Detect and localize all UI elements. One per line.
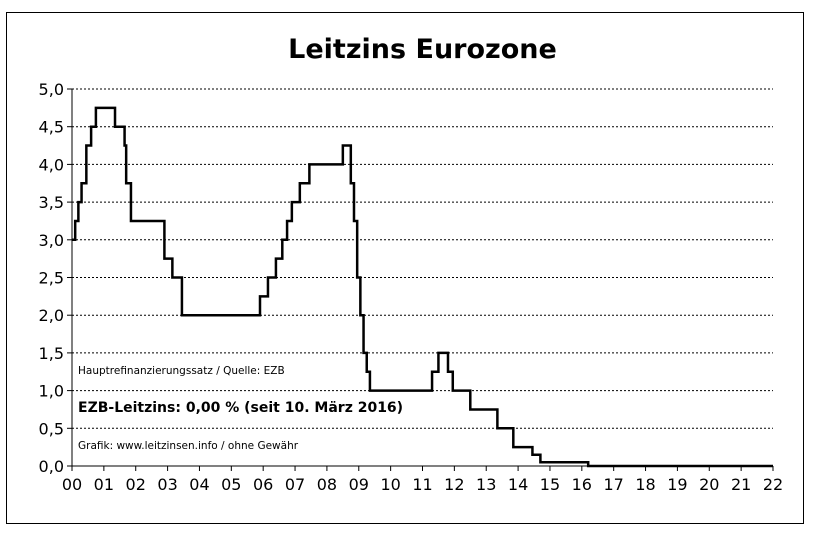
x-tick-label: 08: [317, 475, 337, 494]
x-tick-label: 09: [349, 475, 369, 494]
x-tick-label: 20: [699, 475, 719, 494]
x-tick-label: 22: [763, 475, 783, 494]
y-tick-label: 0,0: [39, 457, 64, 476]
y-tick-label: 2,5: [39, 269, 64, 288]
x-axis-ticks: 00 01 02 03 04 05 06 07 08 09 10 11 12 13 14 15 16 17 18 19…: [62, 475, 783, 494]
x-tick-label: 13: [476, 475, 496, 494]
source-note: Hauptrefinanzierungssatz / Quelle: EZB: [78, 365, 285, 377]
x-tick-label: 14: [508, 475, 528, 494]
y-tick-label: 4,5: [39, 118, 64, 137]
series-line-leitzins: [72, 106, 773, 468]
x-tick-label: 03: [157, 475, 177, 494]
y-tick-label: 2,0: [39, 306, 64, 325]
x-tick-label: 17: [604, 475, 624, 494]
x-tick-label: 19: [667, 475, 687, 494]
x-tick-label: 11: [412, 475, 432, 494]
y-tick-label: 0,5: [39, 419, 64, 438]
y-tick-label: 1,5: [39, 344, 64, 363]
y-tick-label: 4,0: [39, 155, 64, 174]
x-tick-label: 07: [285, 475, 305, 494]
chart-frame: [6, 12, 804, 524]
y-axis-ticks: 0,0 0,5 1,0 1,5 2,0 2,5 3,0 3,5 4,0 4,5 5,0: [39, 80, 64, 476]
x-tick-label: 04: [189, 475, 209, 494]
chart-title: Leitzins Eurozone: [288, 34, 557, 65]
y-tick-label: 5,0: [39, 80, 64, 99]
x-tick-label: 05: [221, 475, 241, 494]
credit-note: Grafik: www.leitzinsen.info / ohne Gewäh…: [78, 440, 299, 452]
grid-lines: [72, 88, 773, 429]
x-tick-label: 12: [444, 475, 464, 494]
y-tick-label: 1,0: [39, 382, 64, 401]
y-tick-label: 3,5: [39, 193, 64, 212]
x-tick-label: 15: [540, 475, 560, 494]
current-rate-note: EZB-Leitzins: 0,00 % (seit 10. März 2016…: [78, 400, 404, 416]
y-tick-label: 3,0: [39, 231, 64, 250]
x-tick-label: 00: [62, 475, 82, 494]
x-tick-label: 02: [126, 475, 146, 494]
x-tick-label: 18: [635, 475, 655, 494]
x-tick-label: 06: [253, 475, 273, 494]
x-tick-label: 21: [731, 475, 751, 494]
x-tick-label: 16: [572, 475, 592, 494]
x-tick-label: 01: [94, 475, 114, 494]
x-tick-label: 10: [380, 475, 400, 494]
